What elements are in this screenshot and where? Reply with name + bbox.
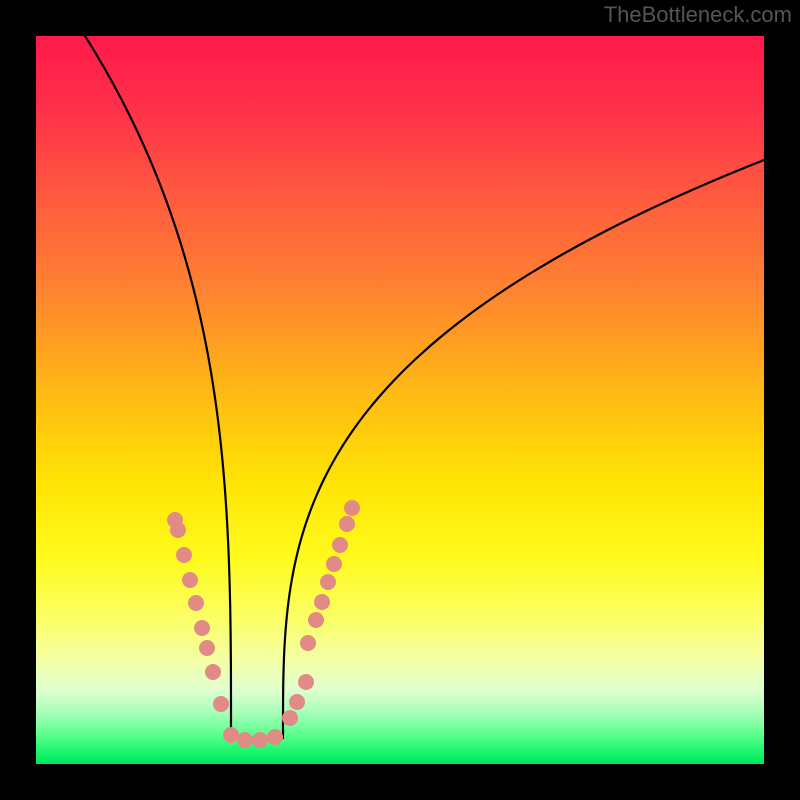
marker-point (309, 613, 324, 628)
chart-stage: TheBottleneck.com (0, 0, 800, 800)
marker-point (315, 595, 330, 610)
marker-point (268, 730, 283, 745)
marker-point (340, 517, 355, 532)
marker-point (214, 697, 229, 712)
marker-point (253, 733, 268, 748)
marker-point (171, 523, 186, 538)
bottleneck-chart (0, 0, 800, 800)
marker-point (206, 665, 221, 680)
marker-point (224, 728, 239, 743)
marker-point (238, 733, 253, 748)
marker-point (299, 675, 314, 690)
marker-point (290, 695, 305, 710)
marker-point (301, 636, 316, 651)
marker-point (327, 557, 342, 572)
marker-point (177, 548, 192, 563)
marker-point (345, 501, 360, 516)
watermark-text: TheBottleneck.com (604, 2, 792, 28)
marker-point (321, 575, 336, 590)
marker-point (283, 711, 298, 726)
marker-point (200, 641, 215, 656)
marker-point (183, 573, 198, 588)
marker-point (195, 621, 210, 636)
marker-point (333, 538, 348, 553)
marker-point (189, 596, 204, 611)
heatmap-panel (36, 36, 764, 764)
